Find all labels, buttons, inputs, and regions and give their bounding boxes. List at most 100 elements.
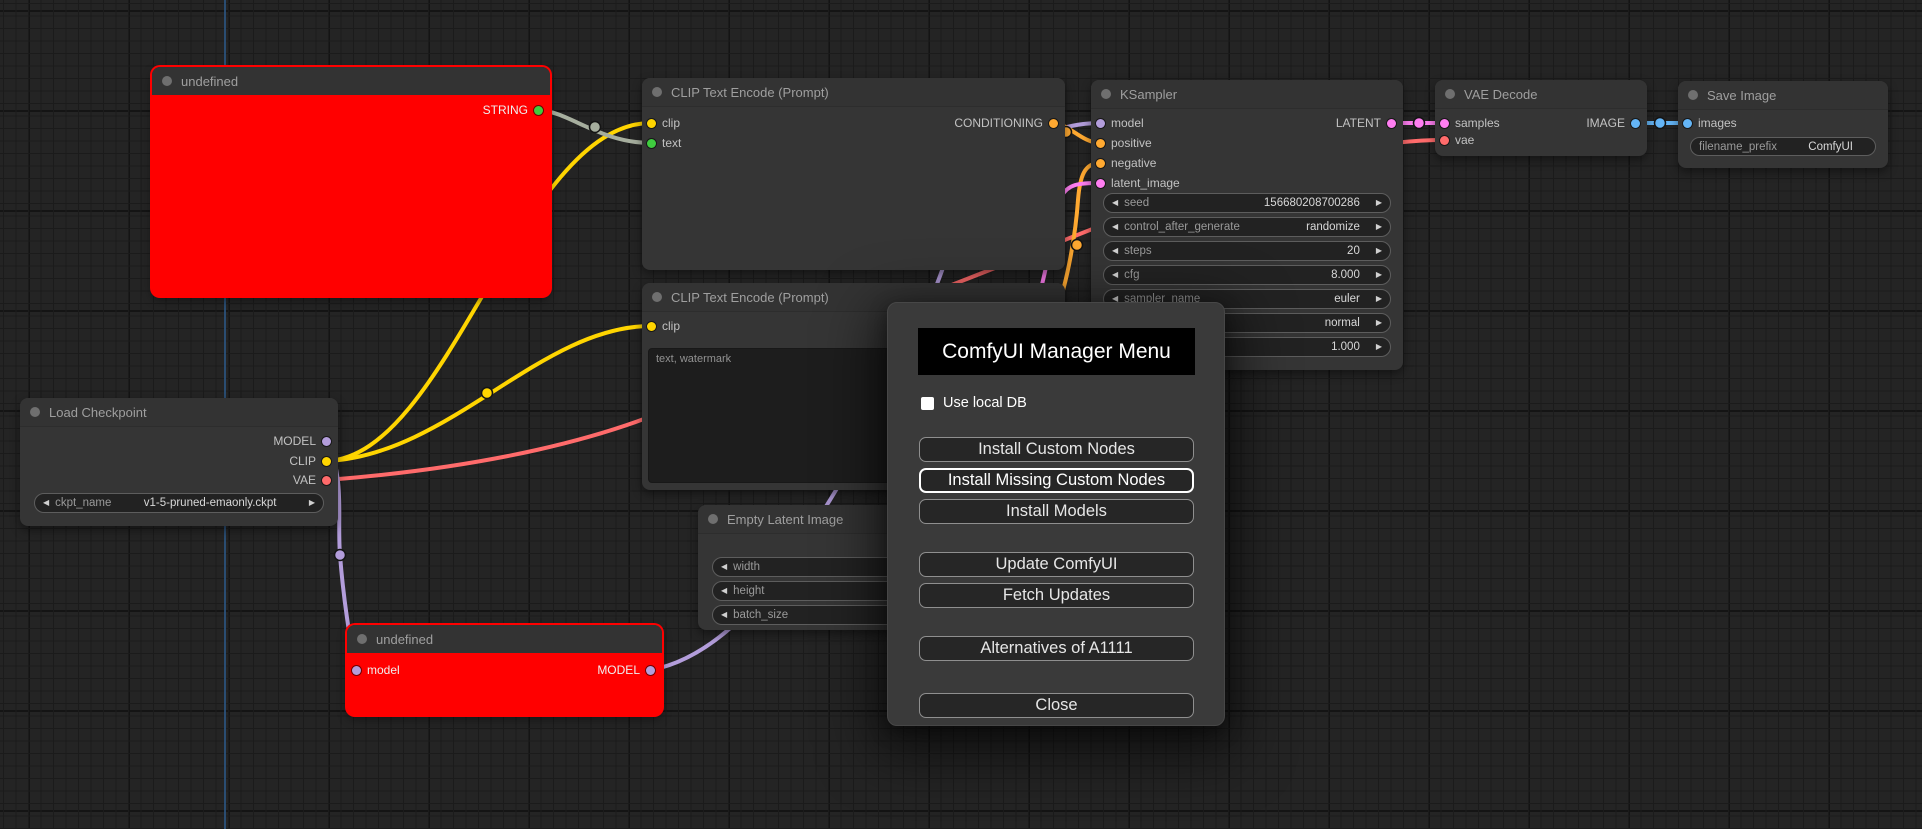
conditioning-port-dot[interactable] — [1096, 158, 1105, 168]
model-port-dot[interactable] — [352, 665, 361, 675]
decrement-arrow-icon[interactable]: ◀ — [1112, 246, 1119, 255]
increment-arrow-icon[interactable]: ▶ — [1375, 246, 1382, 255]
image-port-dot[interactable] — [1631, 118, 1640, 128]
node-collapse-dot[interactable] — [1445, 89, 1455, 99]
node-collapse-dot[interactable] — [357, 634, 367, 644]
reroute-dot-string[interactable] — [588, 120, 602, 134]
output-port-conditioning[interactable]: CONDITIONING — [954, 116, 1058, 130]
increment-arrow-icon[interactable]: ▶ — [308, 498, 315, 507]
increment-arrow-icon[interactable]: ▶ — [1375, 270, 1382, 279]
node-load-checkpoint[interactable]: Load Checkpoint MODEL CLIP VAE ◀ ckpt_na… — [20, 398, 338, 526]
increment-arrow-icon[interactable]: ▶ — [1375, 222, 1382, 231]
reroute-dot-latent[interactable] — [1412, 116, 1426, 130]
clip-port-dot[interactable] — [647, 118, 656, 128]
output-port-vae[interactable]: VAE — [293, 473, 331, 487]
decrement-arrow-icon[interactable]: ◀ — [1112, 294, 1119, 303]
node-collapse-dot[interactable] — [652, 87, 662, 97]
update-comfyui-button[interactable]: Update ComfyUI — [919, 552, 1194, 577]
node-header[interactable]: undefined — [347, 625, 662, 654]
reroute-dot-model[interactable] — [333, 548, 347, 562]
ckpt-name-widget[interactable]: ◀ ckpt_name v1-5-pruned-emaonly.ckpt ▶ — [34, 493, 324, 513]
latent-port-dot[interactable] — [1096, 178, 1105, 188]
input-port-samples[interactable]: samples — [1440, 116, 1500, 130]
node-vae-decode[interactable]: VAE Decode samples vae IMAGE — [1435, 80, 1647, 156]
input-port-model[interactable]: model — [352, 663, 400, 677]
string-port-dot[interactable] — [647, 138, 656, 148]
model-port-dot[interactable] — [646, 665, 655, 675]
decrement-arrow-icon[interactable]: ◀ — [721, 586, 728, 595]
node-undefined-bottom[interactable]: undefined model MODEL — [347, 625, 662, 715]
input-port-negative[interactable]: negative — [1096, 156, 1156, 170]
node-save-image[interactable]: Save Image images filename_prefix ComfyU… — [1678, 81, 1888, 168]
fetch-updates-button[interactable]: Fetch Updates — [919, 583, 1194, 608]
input-port-clip[interactable]: clip — [647, 319, 680, 333]
node-collapse-dot[interactable] — [1101, 89, 1111, 99]
cfg-widget[interactable]: ◀ cfg 8.000 ▶ — [1103, 265, 1391, 285]
output-port-model[interactable]: MODEL — [597, 663, 655, 677]
node-undefined-top[interactable]: undefined STRING — [152, 67, 550, 296]
reroute-dot-clip[interactable] — [480, 386, 494, 400]
output-port-image[interactable]: IMAGE — [1586, 116, 1640, 130]
decrement-arrow-icon[interactable]: ◀ — [721, 610, 728, 619]
seed-widget[interactable]: ◀ seed 156680208700286 ▶ — [1103, 193, 1391, 213]
node-clip-text-encode-positive[interactable]: CLIP Text Encode (Prompt) clip text COND… — [642, 78, 1065, 270]
node-header[interactable]: undefined — [152, 67, 550, 96]
width-widget[interactable]: ◀ width — [712, 557, 934, 577]
steps-widget[interactable]: ◀ steps 20 ▶ — [1103, 241, 1391, 261]
input-port-positive[interactable]: positive — [1096, 136, 1152, 150]
node-collapse-dot[interactable] — [162, 76, 172, 86]
image-port-dot[interactable] — [1683, 118, 1692, 128]
node-ksampler[interactable]: KSampler model positive negative latent_… — [1091, 80, 1403, 370]
latent-port-dot[interactable] — [1440, 118, 1449, 128]
conditioning-port-dot[interactable] — [1096, 138, 1105, 148]
increment-arrow-icon[interactable]: ▶ — [1375, 294, 1382, 303]
filename-prefix-widget[interactable]: filename_prefix ComfyUI — [1690, 137, 1876, 156]
decrement-arrow-icon[interactable]: ◀ — [721, 562, 728, 571]
output-port-model[interactable]: MODEL — [273, 434, 331, 448]
use-local-db-checkbox[interactable] — [921, 396, 934, 410]
clip-port-dot[interactable] — [647, 321, 656, 331]
output-port-latent[interactable]: LATENT — [1336, 116, 1396, 130]
clip-port-dot[interactable] — [322, 456, 331, 466]
output-port-clip[interactable]: CLIP — [289, 454, 331, 468]
reroute-dot-conditioning-2[interactable] — [1070, 238, 1084, 252]
node-collapse-dot[interactable] — [1688, 90, 1698, 100]
model-port-dot[interactable] — [1096, 118, 1105, 128]
decrement-arrow-icon[interactable]: ◀ — [1112, 198, 1119, 207]
node-header[interactable]: Save Image — [1678, 81, 1888, 110]
close-button[interactable]: Close — [919, 693, 1194, 718]
vae-port-dot[interactable] — [1440, 135, 1449, 145]
decrement-arrow-icon[interactable]: ◀ — [1112, 270, 1119, 279]
output-port-string[interactable]: STRING — [483, 103, 543, 117]
node-header[interactable]: Load Checkpoint — [20, 398, 338, 427]
node-empty-latent-image[interactable]: Empty Latent Image ◀ width ◀ height ◀ ba… — [698, 505, 948, 630]
input-port-latent-image[interactable]: latent_image — [1096, 176, 1180, 190]
increment-arrow-icon[interactable]: ▶ — [1375, 318, 1382, 327]
model-port-dot[interactable] — [322, 436, 331, 446]
node-collapse-dot[interactable] — [652, 292, 662, 302]
conditioning-port-dot[interactable] — [1049, 118, 1058, 128]
node-collapse-dot[interactable] — [708, 514, 718, 524]
input-port-text[interactable]: text — [647, 136, 681, 150]
latent-port-dot[interactable] — [1387, 118, 1396, 128]
height-widget[interactable]: ◀ height — [712, 581, 934, 601]
vae-port-dot[interactable] — [322, 475, 331, 485]
node-header[interactable]: KSampler — [1091, 80, 1403, 109]
input-port-clip[interactable]: clip — [647, 116, 680, 130]
decrement-arrow-icon[interactable]: ◀ — [43, 498, 50, 507]
reroute-dot-image[interactable] — [1653, 116, 1667, 130]
node-header[interactable]: CLIP Text Encode (Prompt) — [642, 78, 1065, 107]
increment-arrow-icon[interactable]: ▶ — [1375, 198, 1382, 207]
use-local-db-row[interactable]: Use local DB — [921, 395, 1224, 411]
input-port-model[interactable]: model — [1096, 116, 1144, 130]
decrement-arrow-icon[interactable]: ◀ — [1112, 222, 1119, 231]
input-port-images[interactable]: images — [1683, 116, 1737, 130]
install-custom-nodes-button[interactable]: Install Custom Nodes — [919, 437, 1194, 462]
increment-arrow-icon[interactable]: ▶ — [1375, 342, 1382, 351]
alternatives-of-a1111-button[interactable]: Alternatives of A1111 — [919, 636, 1194, 661]
control-after-generate-widget[interactable]: ◀ control_after_generate randomize ▶ — [1103, 217, 1391, 237]
install-missing-custom-nodes-button[interactable]: Install Missing Custom Nodes — [919, 468, 1194, 493]
string-port-dot[interactable] — [534, 105, 543, 115]
node-collapse-dot[interactable] — [30, 407, 40, 417]
